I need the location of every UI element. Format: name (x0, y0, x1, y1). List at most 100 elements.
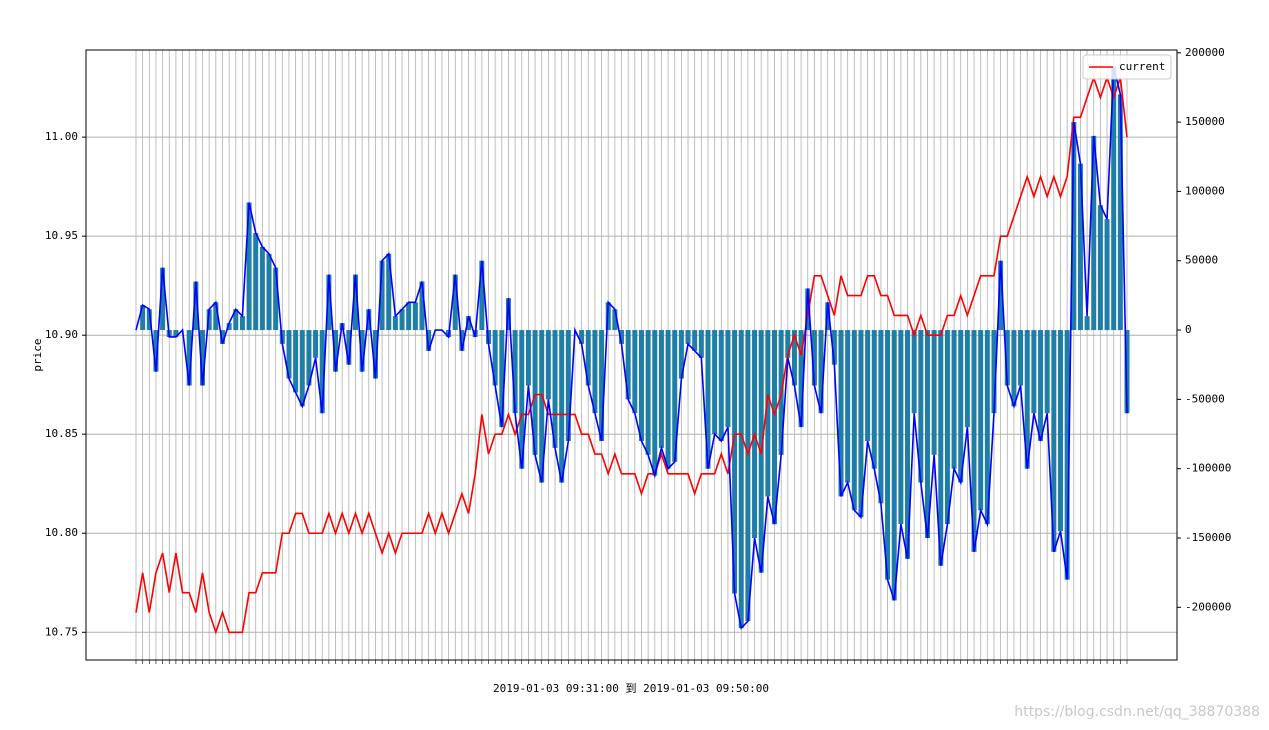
bar (718, 330, 724, 441)
bar (273, 267, 279, 331)
bar (505, 298, 511, 331)
bar (665, 330, 671, 469)
legend-box (1082, 54, 1172, 80)
bar (911, 330, 917, 414)
bar (944, 330, 950, 525)
bar (705, 330, 711, 469)
bar (1111, 66, 1117, 331)
y2-tick-label: 200000 (1185, 46, 1225, 59)
bar (319, 330, 325, 414)
y2-tick-label: 100000 (1185, 184, 1225, 197)
y-tick-label: 10.75 (45, 625, 78, 638)
bar (984, 330, 990, 525)
bar (765, 330, 771, 497)
bar (592, 330, 598, 414)
series-line (135, 75, 1128, 635)
y2-tick-label: -150000 (1185, 531, 1231, 544)
bar (239, 316, 245, 331)
bar (352, 274, 358, 331)
bar (1004, 330, 1010, 386)
bar (1084, 316, 1090, 331)
legend-label: current (1119, 60, 1165, 73)
bar (559, 330, 565, 483)
series-line (135, 66, 1128, 630)
bar (545, 330, 551, 400)
bar (452, 274, 458, 331)
bar (226, 323, 232, 331)
bar (193, 281, 199, 331)
bar (173, 330, 179, 337)
bar (406, 302, 412, 331)
bar (1091, 135, 1097, 331)
bar (599, 330, 605, 441)
bar (1018, 330, 1024, 386)
bar (419, 281, 425, 331)
bar (1044, 330, 1050, 414)
bar (678, 330, 684, 379)
bar (971, 330, 977, 552)
y-tick-label: 10.90 (45, 328, 78, 341)
bar (519, 330, 525, 469)
bar (791, 330, 797, 386)
bar (831, 330, 837, 365)
bar (1024, 330, 1030, 469)
bar (658, 330, 664, 448)
bar (918, 330, 924, 483)
bar (186, 330, 192, 386)
legend: current (1082, 54, 1172, 80)
bar (891, 330, 897, 601)
bar (306, 330, 312, 386)
bar (1077, 163, 1083, 331)
plot-frame (85, 49, 1178, 661)
bar (652, 330, 658, 476)
bar (998, 260, 1004, 331)
bar (539, 330, 545, 483)
bar (233, 309, 239, 331)
bar (326, 274, 332, 331)
bar (1031, 330, 1037, 414)
bar (785, 330, 791, 358)
bar (685, 330, 691, 344)
bar (745, 330, 751, 622)
y2-tick-label: 50000 (1185, 254, 1218, 267)
bar (293, 330, 299, 393)
bar (372, 330, 378, 379)
bar (219, 330, 225, 344)
bar (532, 330, 538, 455)
bar (525, 330, 531, 386)
bar (266, 253, 272, 331)
bar (253, 233, 259, 331)
bar (479, 260, 485, 331)
bar (938, 330, 944, 566)
bar (1051, 330, 1057, 552)
bar (200, 330, 206, 386)
bar (712, 330, 718, 435)
bar (672, 330, 678, 462)
bar (585, 330, 591, 386)
bar (865, 330, 871, 441)
bar (140, 305, 146, 331)
bar (1071, 122, 1077, 331)
bar (299, 330, 305, 407)
bar (805, 288, 811, 331)
bar (738, 330, 744, 629)
bar (645, 330, 651, 455)
bar (286, 330, 292, 379)
y2-tick-label: 150000 (1185, 115, 1225, 128)
bar (858, 330, 864, 518)
bar (552, 330, 558, 448)
bar (153, 330, 159, 372)
bar (898, 330, 904, 525)
bar (692, 330, 698, 351)
bar (1124, 330, 1130, 414)
bar (412, 302, 418, 331)
watermark: https://blog.csdn.net/qq_38870388 (1014, 704, 1260, 720)
bar (313, 330, 319, 358)
bar (978, 330, 984, 511)
bar (698, 330, 704, 358)
bar (466, 316, 472, 331)
bar (924, 330, 930, 538)
bar (459, 330, 465, 351)
bar (958, 330, 964, 483)
